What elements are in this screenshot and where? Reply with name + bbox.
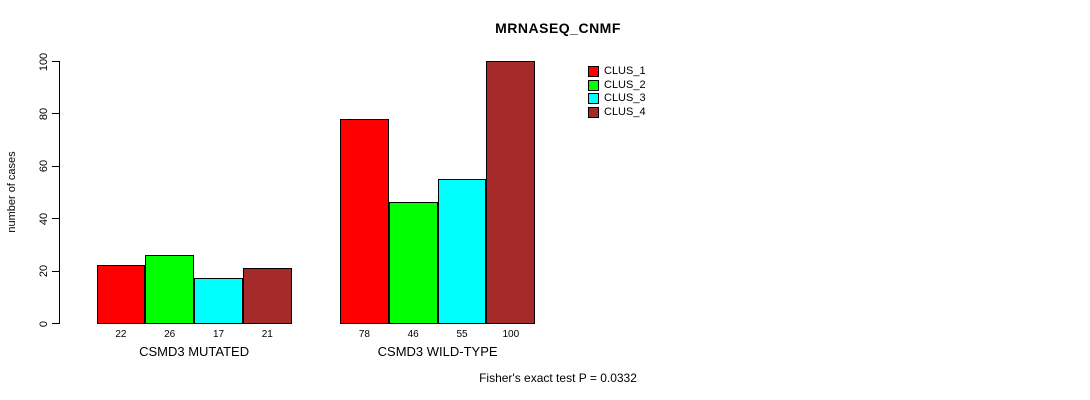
legend-label: CLUS_4: [604, 105, 646, 118]
bar-clus_2-group2: [388, 202, 438, 324]
y-axis-tick: [52, 113, 59, 115]
y-axis-line: [59, 61, 60, 324]
y-axis-tick-label: 80: [38, 107, 50, 121]
legend-swatch-clus_1: [588, 66, 599, 77]
legend-swatch-clus_2: [588, 79, 599, 91]
legend-label: CLUS_1: [604, 65, 646, 77]
stat-annotation: Fisher's exact test P = 0.0332: [479, 371, 637, 385]
bar-clus_1-group1: [96, 265, 146, 324]
bar-clus_2-group1: [145, 254, 195, 324]
chart-title: MRNASEQ_CNMF: [495, 20, 621, 36]
legend-swatch-clus_3: [588, 93, 599, 104]
bar-value-label: 46: [407, 329, 419, 340]
y-axis-title: number of cases: [6, 151, 18, 233]
bar-clus_4-group1: [242, 267, 292, 324]
y-axis-tick: [52, 61, 59, 62]
bar-clus_3-group1: [194, 278, 243, 324]
legend-swatch-clus_4: [588, 106, 599, 118]
legend-label: CLUS_3: [604, 92, 646, 104]
bar-value-label: 55: [456, 329, 468, 340]
bar-value-label: 78: [358, 329, 370, 340]
bar-clus_1-group2: [340, 118, 389, 324]
y-axis-tick: [52, 270, 59, 272]
bar-clus_3-group2: [437, 178, 487, 324]
bar-value-label: 17: [212, 329, 225, 340]
y-axis-tick-label: 100: [38, 52, 50, 71]
y-axis-tick: [52, 218, 59, 220]
y-axis-tick: [52, 323, 59, 324]
y-axis-tick-label: 40: [38, 212, 50, 225]
bar-value-label: 100: [502, 329, 520, 340]
legend-label: CLUS_2: [604, 78, 646, 91]
group-label-1: CSMD3 MUTATED: [139, 344, 250, 359]
y-axis-tick-label: 20: [38, 264, 50, 278]
y-axis-tick: [52, 165, 59, 167]
bar-clus_4-group2: [486, 61, 536, 324]
y-axis-tick-label: 60: [38, 160, 50, 173]
group-label-2: CSMD3 WILD-TYPE: [377, 344, 498, 359]
bar-value-label: 26: [164, 329, 176, 340]
bar-value-label: 21: [261, 329, 273, 340]
y-axis-tick-label: 0: [38, 320, 50, 327]
bar-value-label: 22: [115, 329, 127, 340]
